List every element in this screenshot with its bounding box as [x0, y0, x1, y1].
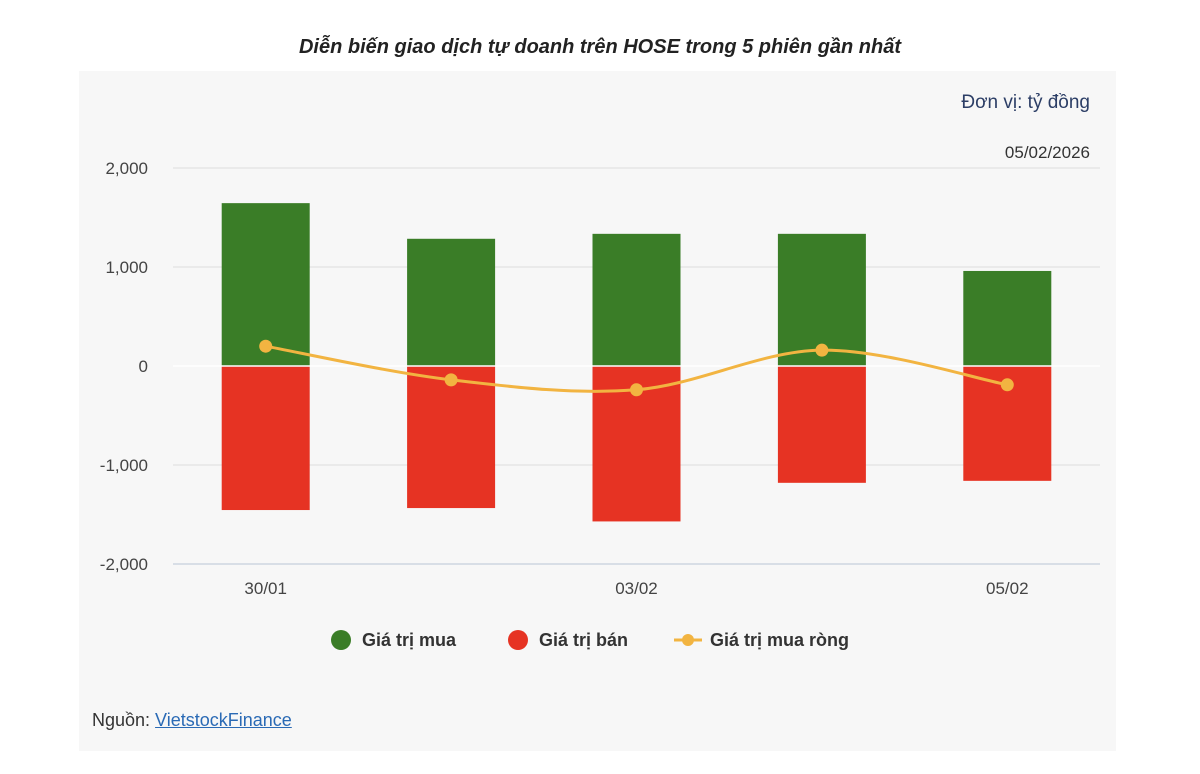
unit-label: Đơn vị: tỷ đồng: [961, 92, 1090, 113]
bar-sell-30/01[interactable]: [221, 366, 310, 511]
net-point-03/02[interactable]: [630, 383, 643, 397]
bar-sell-02/02[interactable]: [407, 366, 496, 509]
y-tick-label: 0: [139, 357, 148, 376]
y-tick-label: 1,000: [105, 258, 148, 277]
legend-net-marker: [682, 634, 694, 646]
bar-layer: [173, 203, 1100, 522]
bar-sell-04/02[interactable]: [777, 366, 866, 483]
legend-net-label[interactable]: Giá trị mua ròng: [710, 630, 849, 650]
x-tick-label: 03/02: [615, 579, 658, 598]
legend-buy-label[interactable]: Giá trị mua: [362, 630, 457, 650]
y-tick-label: 2,000: [105, 159, 148, 178]
line-layer: [259, 339, 1014, 397]
net-point-04/02[interactable]: [815, 343, 829, 357]
legend-sell-label[interactable]: Giá trị bán: [539, 630, 628, 650]
x-tick-label: 05/02: [986, 579, 1029, 598]
chart-title: Diễn biến giao dịch tự doanh trên HOSE t…: [298, 36, 902, 58]
bar-buy-30/01[interactable]: [221, 203, 310, 366]
y-tick-label: -2,000: [100, 555, 148, 574]
legend-buy-marker: [331, 630, 351, 650]
net-point-30/01[interactable]: [259, 339, 273, 353]
y-tick-label: -1,000: [100, 456, 148, 475]
axis-layer: 2,000 1,000 0 -1,000 -2,000 30/01 03/02 05/02: [100, 159, 1029, 598]
source-link[interactable]: VietstockFinance: [155, 710, 292, 730]
x-tick-label: 30/01: [244, 579, 287, 598]
bar-buy-02/02[interactable]: [407, 238, 496, 366]
source-prefix: Nguồn:: [92, 710, 156, 730]
legend[interactable]: Giá trị mua Giá trị bán Giá trị mua ròng: [331, 630, 849, 650]
net-point-02/02[interactable]: [444, 373, 458, 387]
bar-buy-03/02[interactable]: [592, 233, 681, 366]
legend-sell-marker: [508, 630, 528, 650]
source-line: Nguồn: VietstockFinance: [92, 710, 292, 731]
net-point-05/02[interactable]: [1000, 378, 1014, 392]
bar-buy-05/02[interactable]: [963, 270, 1052, 366]
date-label: 05/02/2026: [1005, 143, 1090, 162]
